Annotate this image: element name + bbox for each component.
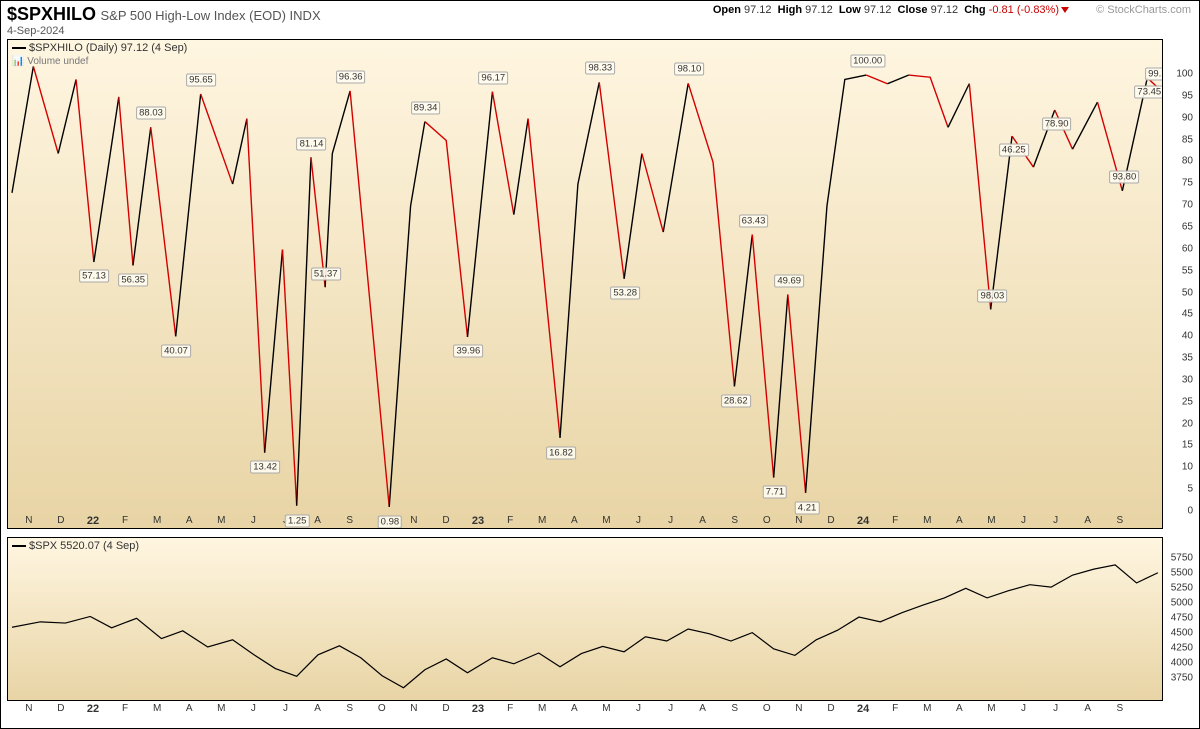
value-callout: 95.65 [186, 74, 216, 87]
value-callout: 51.37 [311, 267, 341, 280]
sub-x-axis: ND22FMAMJJASOND23FMAMJJASOND24FMAMJJAS [7, 703, 1163, 717]
value-callout: 13.42 [250, 461, 280, 474]
volume-note: 📊 Volume undef [12, 56, 88, 67]
value-callout: 96.17 [478, 71, 508, 84]
chart-title: S&P 500 High-Low Index (EOD) INDX [100, 8, 320, 23]
value-callout: 78.90 [1042, 118, 1072, 131]
stockchart: $SPXHILO S&P 500 High-Low Index (EOD) IN… [0, 0, 1200, 729]
value-callout: 81.14 [297, 137, 327, 150]
ohlc-bar: Open 97.12 High 97.12 Low 97.12 Close 97… [713, 4, 1069, 16]
sub-chart-panel: $SPX 5520.07 (4 Sep) [7, 537, 1163, 701]
main-legend: $SPXHILO (Daily) 97.12 (4 Sep) [12, 42, 187, 54]
value-callout: 98.33 [585, 62, 615, 75]
value-callout: 4.21 [795, 501, 820, 514]
value-callout: 98.10 [675, 63, 705, 76]
ticker-symbol: $SPXHILO [7, 4, 96, 24]
value-callout: 99.33 [1145, 67, 1163, 80]
value-callout: 88.03 [136, 107, 166, 120]
down-triangle-icon [1061, 7, 1069, 13]
value-callout: 98.03 [978, 289, 1008, 302]
value-callout: 49.69 [774, 274, 804, 287]
value-callout: 39.96 [453, 345, 483, 358]
value-callout: 40.07 [161, 344, 191, 357]
value-callout: 89.34 [411, 101, 441, 114]
value-callout: 57.13 [79, 270, 109, 283]
value-callout: 16.82 [546, 446, 576, 459]
watermark: © StockCharts.com [1096, 4, 1191, 16]
value-callout: 56.35 [118, 273, 148, 286]
value-callout: 96.36 [336, 71, 366, 84]
value-callout: 93.80 [1109, 171, 1139, 184]
sub-y-axis: 375040004250450047505000525055005750 [1163, 537, 1193, 701]
value-callout: 53.28 [610, 287, 640, 300]
sub-legend: $SPX 5520.07 (4 Sep) [12, 540, 139, 552]
main-y-axis: 0510152025303540455055606570758085909510… [1163, 39, 1193, 529]
value-callout: 1.25 [285, 514, 310, 527]
value-callout: 7.71 [763, 486, 788, 499]
value-callout: 46.25 [999, 144, 1029, 157]
value-callout: 73.45 [1134, 86, 1163, 99]
chart-date: 4-Sep-2024 [7, 25, 1193, 37]
main-chart-panel: $SPXHILO (Daily) 97.12 (4 Sep) 📊 Volume … [7, 39, 1163, 529]
value-callout: 100.00 [850, 55, 885, 68]
sub-chart-svg [8, 538, 1162, 701]
main-chart-svg [8, 40, 1162, 529]
value-callout: 28.62 [721, 394, 751, 407]
value-callout: 0.98 [378, 515, 403, 528]
value-callout: 63.43 [739, 214, 769, 227]
